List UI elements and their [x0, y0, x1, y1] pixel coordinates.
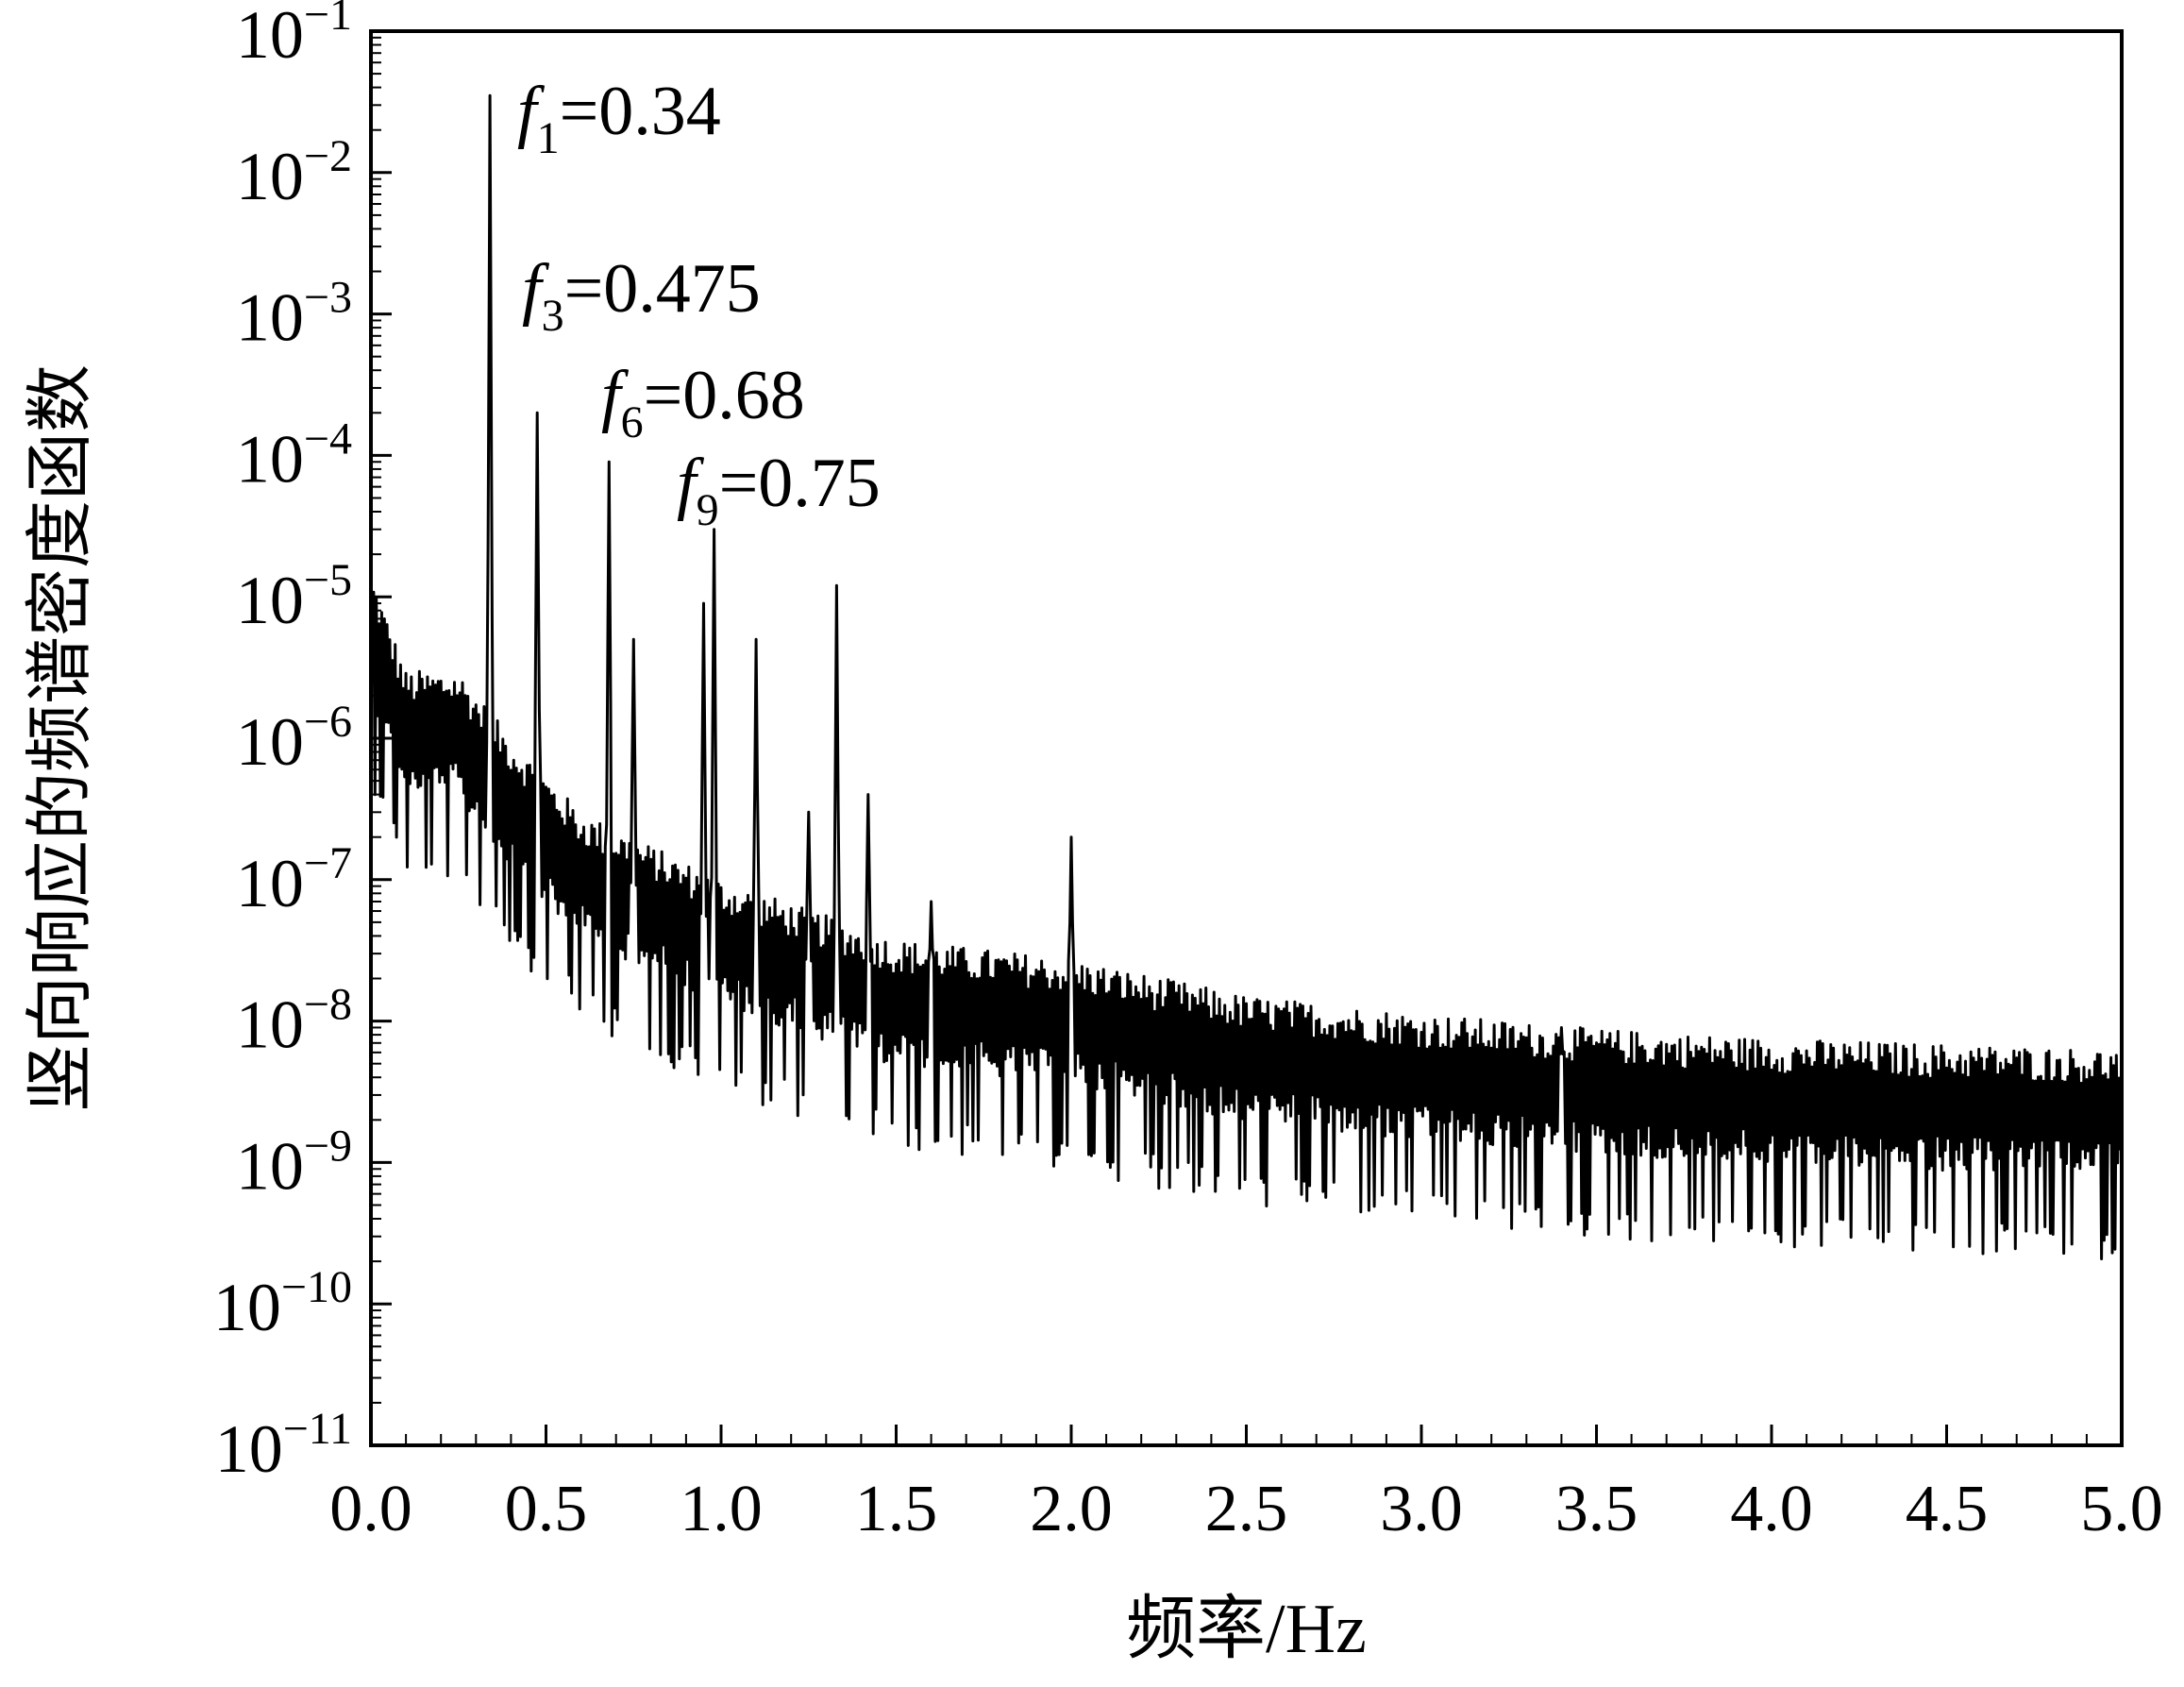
series-layer: [369, 93, 2124, 1260]
y-axis-label: 竖向响应的频谱密度函数: [23, 364, 98, 1112]
y-tick-labels: 10−1 10−2 10−3 10−4 10−5 10−6 10−7 10−8 10−9 10−1…: [213, 0, 352, 1487]
y-tick-label: 10−3: [236, 273, 352, 356]
x-tick-label: 0.5: [505, 1473, 588, 1545]
y-tick-label: 10−1: [236, 0, 352, 73]
axes-layer: [369, 29, 2124, 1447]
y-tick-label: 10−2: [236, 131, 352, 214]
x-tick-label: 2.5: [1205, 1473, 1288, 1545]
peak-annotation: f9=0.75: [677, 445, 881, 535]
y-tick-label: 10−10: [213, 1262, 352, 1345]
x-tick-label: 1.0: [680, 1473, 763, 1545]
x-tick-label: 1.5: [855, 1473, 938, 1545]
peak-annotation: f3=0.475: [522, 250, 761, 341]
peak-annotation: f6=0.68: [601, 357, 805, 447]
y-tick-label: 10−7: [236, 838, 352, 921]
x-tick-label: 5.0: [2080, 1473, 2163, 1545]
y-tick-label: 10−6: [236, 697, 352, 780]
y-tick-label: 10−8: [236, 980, 352, 1063]
x-tick-label: 4.0: [1730, 1473, 1813, 1545]
x-axis-label: 频率/Hz: [1126, 1591, 1367, 1668]
series-line: [369, 93, 2124, 1260]
x-tick-label: 0.0: [329, 1473, 412, 1545]
x-tick-label: 3.0: [1380, 1473, 1463, 1545]
peak-annotation: f1=0.34: [517, 73, 721, 163]
x-tick-labels: 0.0 0.5 1.0 1.5 2.0 2.5 3.0 3.5 4.0 4.5 5.0: [329, 1473, 2163, 1545]
y-tick-label: 10−9: [236, 1121, 352, 1204]
x-tick-label: 2.0: [1030, 1473, 1113, 1545]
y-tick-label: 10−5: [236, 555, 352, 638]
x-tick-label: 3.5: [1555, 1473, 1638, 1545]
y-tick-label: 10−4: [236, 413, 352, 497]
y-tick-label: 10−11: [215, 1404, 352, 1487]
x-tick-label: 4.5: [1906, 1473, 1989, 1545]
